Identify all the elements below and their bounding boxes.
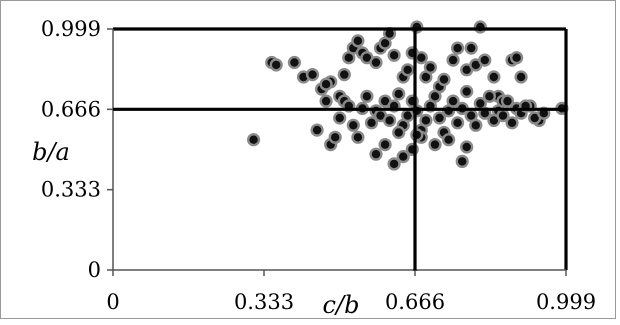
data-point xyxy=(305,67,320,82)
data-point xyxy=(460,84,474,99)
data-point xyxy=(269,58,283,72)
data-point xyxy=(446,53,460,67)
data-point xyxy=(419,113,433,128)
chart-frame xyxy=(0,0,616,319)
x-axis-title: c/b xyxy=(323,291,360,319)
data-point xyxy=(482,89,497,103)
data-point xyxy=(328,130,342,144)
data-point xyxy=(333,111,347,125)
y-tick-label: 0 xyxy=(88,258,101,282)
y-tick-label: 0.666 xyxy=(41,97,101,121)
x-tick-label: 0.666 xyxy=(385,290,445,314)
data-point xyxy=(487,70,501,84)
data-point xyxy=(410,128,424,142)
data-point xyxy=(351,130,365,144)
data-point xyxy=(346,118,360,132)
marker-layer xyxy=(247,20,569,171)
data-point xyxy=(455,154,469,169)
data-point xyxy=(383,113,397,128)
data-point xyxy=(369,55,383,70)
data-point xyxy=(451,116,465,130)
data-point xyxy=(369,147,383,161)
data-point xyxy=(247,133,261,147)
x-tick-label: 0 xyxy=(106,290,119,314)
data-point xyxy=(392,125,406,140)
data-point xyxy=(437,72,451,87)
data-point xyxy=(387,48,401,62)
data-point xyxy=(392,87,406,101)
data-point xyxy=(319,94,333,108)
data-point xyxy=(500,94,515,108)
x-tick-label: 0.333 xyxy=(234,290,294,314)
data-point xyxy=(451,41,465,55)
data-point xyxy=(446,94,460,108)
data-point xyxy=(319,77,333,91)
data-point xyxy=(423,60,438,75)
data-point xyxy=(432,111,447,125)
x-tick-label: 0.999 xyxy=(536,290,596,314)
data-point xyxy=(428,138,442,152)
data-point xyxy=(387,157,401,171)
data-point xyxy=(442,133,456,147)
data-point xyxy=(310,123,324,137)
data-point xyxy=(337,67,351,82)
data-point xyxy=(473,20,487,34)
data-point xyxy=(428,89,442,103)
data-point xyxy=(351,34,365,48)
text-layer: 0 0.333 0.666 0.999 0 0.333 0.666 0.999 c/b b/a xyxy=(32,17,596,319)
data-point xyxy=(360,89,374,103)
data-point xyxy=(464,41,478,55)
data-point xyxy=(364,116,379,130)
data-point xyxy=(396,150,410,164)
data-point xyxy=(378,138,392,152)
data-point xyxy=(401,63,415,77)
data-point xyxy=(414,51,428,65)
data-point xyxy=(505,116,519,130)
data-point xyxy=(469,118,483,132)
y-tick-label: 0.333 xyxy=(41,178,101,202)
data-point xyxy=(460,140,474,154)
line-layer xyxy=(107,27,568,276)
y-tick-label: 0.999 xyxy=(41,17,101,41)
data-point xyxy=(287,55,302,70)
data-point xyxy=(514,70,528,84)
data-point xyxy=(509,51,524,65)
data-point xyxy=(410,20,424,34)
y-axis-title: b/a xyxy=(32,138,70,166)
data-point xyxy=(478,53,492,67)
